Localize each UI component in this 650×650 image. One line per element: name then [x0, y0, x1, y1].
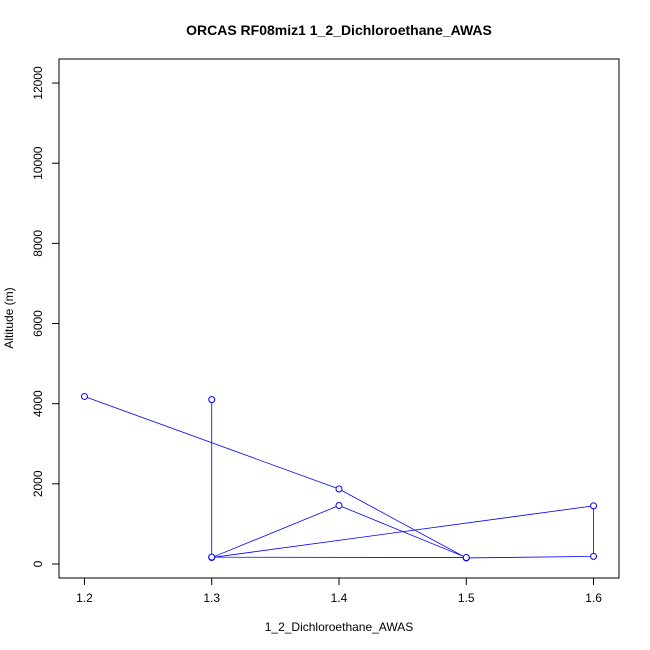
y-tick-label: 10000 [31, 146, 45, 180]
data-point [462, 554, 470, 562]
plot-frame [58, 58, 620, 579]
chart-title: ORCAS RF08miz1 1_2_Dichloroethane_AWAS [186, 22, 492, 38]
y-tick-label: 2000 [31, 470, 45, 497]
data-point [335, 485, 343, 493]
x-tick-label: 1.3 [203, 591, 220, 605]
series-line [84, 396, 594, 559]
y-axis-label: Altitude (m) [2, 287, 16, 348]
y-tick-label: 4000 [31, 390, 45, 417]
x-tick-label: 1.6 [585, 591, 602, 605]
y-tick-label: 0 [31, 560, 45, 567]
data-point [80, 392, 88, 400]
data-point [208, 396, 216, 404]
y-tick-label: 8000 [31, 230, 45, 257]
x-tick-label: 1.2 [76, 591, 93, 605]
data-point [590, 552, 598, 560]
data-point [208, 553, 216, 561]
x-tick-label: 1.5 [458, 591, 475, 605]
data-point [590, 502, 598, 510]
y-tick-label: 12000 [31, 66, 45, 100]
data-point [335, 501, 343, 509]
y-tick-label: 6000 [31, 310, 45, 337]
x-axis: 1.2 1.3 1.4 1.5 1.6 [76, 577, 602, 605]
series-layer [80, 392, 598, 562]
y-axis: 0 2000 4000 6000 8000 10000 12000 [31, 66, 60, 567]
x-axis-label: 1_2_Dichloroethane_AWAS [265, 620, 414, 634]
x-tick-label: 1.4 [331, 591, 348, 605]
